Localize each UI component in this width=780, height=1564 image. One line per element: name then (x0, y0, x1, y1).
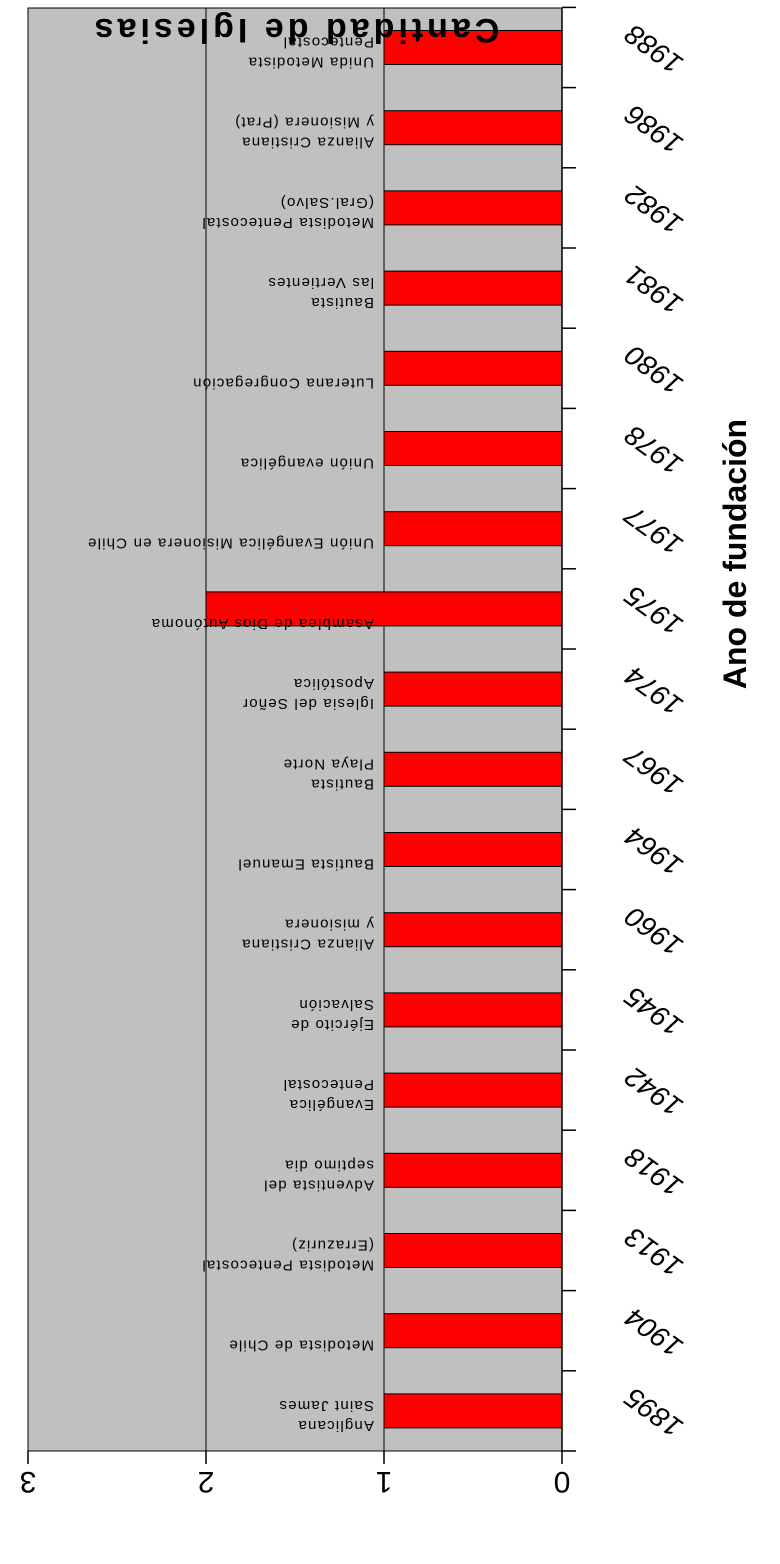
bar-label: Metodista Pentecostal (201, 1257, 374, 1274)
x-tick-label: 1895 (619, 1382, 688, 1444)
bar-label: las Vertientes (267, 274, 374, 291)
x-tick-label: 1977 (618, 499, 688, 562)
bar-label: Saint James (278, 1397, 374, 1414)
bar (205, 591, 563, 627)
bar-label: Anglicana (297, 1417, 374, 1434)
bar-label: y Misionera (Prat) (234, 114, 374, 131)
bar-label: Apostólica (293, 675, 374, 692)
bar-label: Iglesia del Señor (242, 695, 374, 712)
bar-label: Luterana Congregación (192, 374, 374, 391)
y-tick-label: 3 (20, 1465, 37, 1498)
bar-label: Metodista Pentecostal (201, 214, 374, 231)
bar-label: Alianza Cristiana (241, 134, 374, 151)
y-tick-label: 2 (198, 1465, 215, 1498)
x-tick-label: 1967 (618, 739, 688, 802)
chart-rotated-group: Anglicana Saint James Metodista de Chile Me… (20, 6, 753, 1498)
bar-label: Alianza Cristiana (241, 936, 374, 953)
bar (383, 751, 563, 787)
bar (383, 832, 563, 867)
x-tick-label: 1986 (619, 98, 688, 160)
x-tick-label: 1945 (619, 981, 688, 1043)
y-axis-title: Cantidad de Iglesias (91, 11, 500, 49)
bar (383, 110, 563, 146)
bar-label: Unión Evangélica Misionera en Chile (87, 535, 374, 552)
bar-label: y misionera (284, 916, 374, 933)
bar-labels: Anglicana Saint James Metodista de Chile Me… (87, 34, 374, 1434)
bar (383, 270, 563, 306)
bar (383, 190, 563, 226)
bar-label: Pentecostal (282, 34, 374, 51)
x-tick-label: 1913 (619, 1221, 688, 1283)
x-tick-label: 1960 (619, 900, 688, 962)
x-tick-label: 1904 (619, 1302, 688, 1364)
y-axis-ticks: 0 1 2 3 (20, 1451, 571, 1498)
x-tick-label: 1982 (619, 179, 688, 241)
bar-label: Ejército de (290, 1016, 374, 1033)
bar (383, 912, 563, 948)
bar-label: Adventista del (263, 1176, 374, 1193)
bar (383, 1072, 563, 1108)
x-axis-title: Ano de fundación (717, 419, 753, 689)
y-tick-label: 0 (554, 1465, 571, 1498)
gridlines (27, 8, 385, 1451)
x-tick-label: 1942 (619, 1061, 688, 1123)
bar-label: septimo dia (284, 1156, 374, 1173)
x-tick-label: 1980 (619, 339, 688, 401)
plot-area (27, 7, 563, 1452)
bar (383, 1313, 563, 1349)
bar-label: Pentecostal (282, 1076, 374, 1093)
bar-label: Salvación (298, 996, 374, 1013)
x-tick-label: 1975 (619, 580, 688, 642)
y-tick-label: 1 (376, 1465, 393, 1498)
bar (383, 350, 563, 386)
x-tick-label: 1964 (619, 820, 688, 882)
bar (383, 1152, 563, 1188)
x-tick-label: 1918 (619, 1141, 688, 1203)
bar (383, 431, 563, 466)
bar-label: Asamblea de Dios Autónoma (151, 615, 374, 632)
bar (383, 511, 563, 547)
bars (205, 30, 563, 1429)
bar-label: Playa Norte (282, 755, 374, 772)
bar-label: (Errazuriz) (291, 1237, 374, 1254)
bar-label: (Gral.Salvo) (280, 194, 374, 211)
x-tick-label: 1988 (619, 18, 688, 80)
bar (383, 1233, 563, 1268)
bar-label: Unida Metodista (248, 54, 374, 71)
bar-label: Bautista (310, 775, 374, 792)
bar-label: Bautista (310, 294, 374, 311)
bar-label: Unión evangélica (240, 455, 374, 472)
x-tick-label: 1974 (619, 660, 688, 722)
x-tick-label: 1978 (619, 419, 688, 481)
bar (383, 671, 563, 707)
bar-label: Metodista de Chile (228, 1337, 374, 1354)
bar (383, 992, 563, 1028)
bar-label: Bautista Emanuel (237, 856, 374, 873)
x-tick-label: 1981 (619, 259, 688, 321)
bar (383, 1393, 563, 1429)
x-axis-ticks: 1895 1904 1913 1918 1942 1945 1960 1964 1967 1974… (562, 6, 688, 1452)
bar-label: Evangélica (289, 1096, 374, 1113)
